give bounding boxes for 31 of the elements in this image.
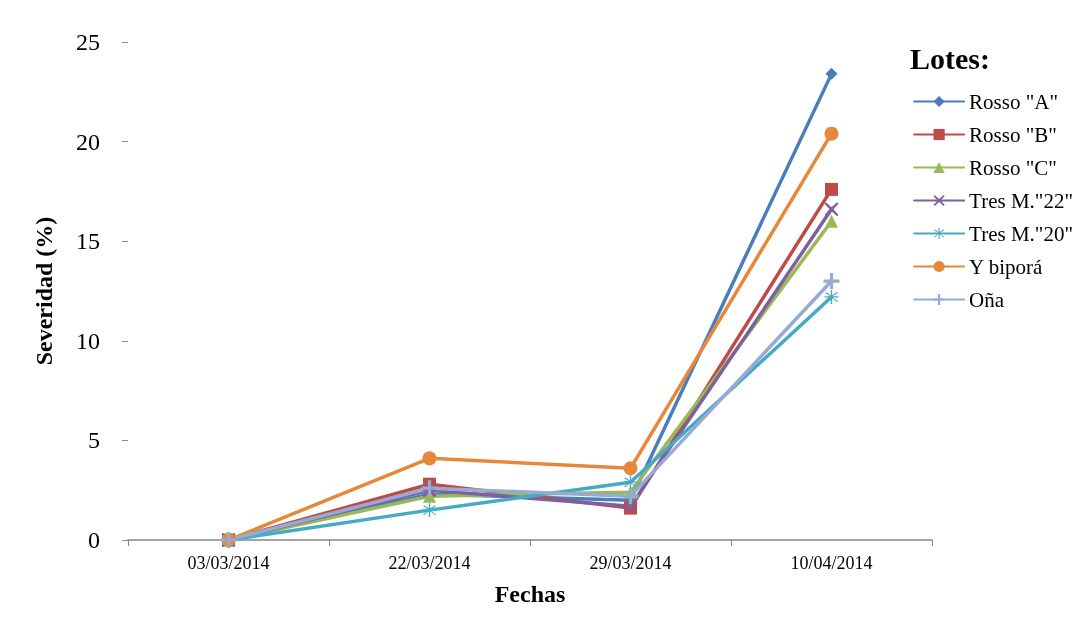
legend-label: Rosso "A" <box>969 89 1059 114</box>
point <box>824 126 839 141</box>
y-tick-label: 10 <box>76 327 100 354</box>
legend-label: Tres M."20" <box>969 221 1074 246</box>
y-tick-label: 15 <box>76 228 100 255</box>
y-tick-label: 0 <box>88 527 100 553</box>
point <box>623 461 638 476</box>
y-tick-label: 25 <box>76 29 100 55</box>
legend-title: Lotes: <box>910 41 990 75</box>
point <box>422 451 437 466</box>
legend-label: Tres M."22" <box>969 188 1074 213</box>
x-axis-title: Fechas <box>494 581 566 607</box>
point <box>824 289 839 304</box>
x-tick-label: 03/03/2014 <box>187 553 270 573</box>
point <box>422 503 437 518</box>
y-axis-title: Severidad (%) <box>31 216 57 366</box>
point <box>824 202 839 217</box>
x-tick-label: 29/03/2014 <box>589 553 672 573</box>
legend-label: Rosso "B" <box>969 122 1057 147</box>
y-tick-label: 20 <box>76 128 100 155</box>
point <box>825 214 838 228</box>
x-tick-label: 22/03/2014 <box>388 553 471 573</box>
point <box>825 182 838 196</box>
legend-label: Rosso "C" <box>969 155 1057 180</box>
x-tick-label: 10/04/2014 <box>790 553 873 573</box>
point <box>825 67 838 80</box>
point <box>622 488 639 505</box>
legend-label: Y biporá <box>969 254 1044 279</box>
legend-label: Oña <box>969 287 1005 312</box>
y-tick-label: 5 <box>88 427 100 454</box>
point <box>823 273 840 290</box>
